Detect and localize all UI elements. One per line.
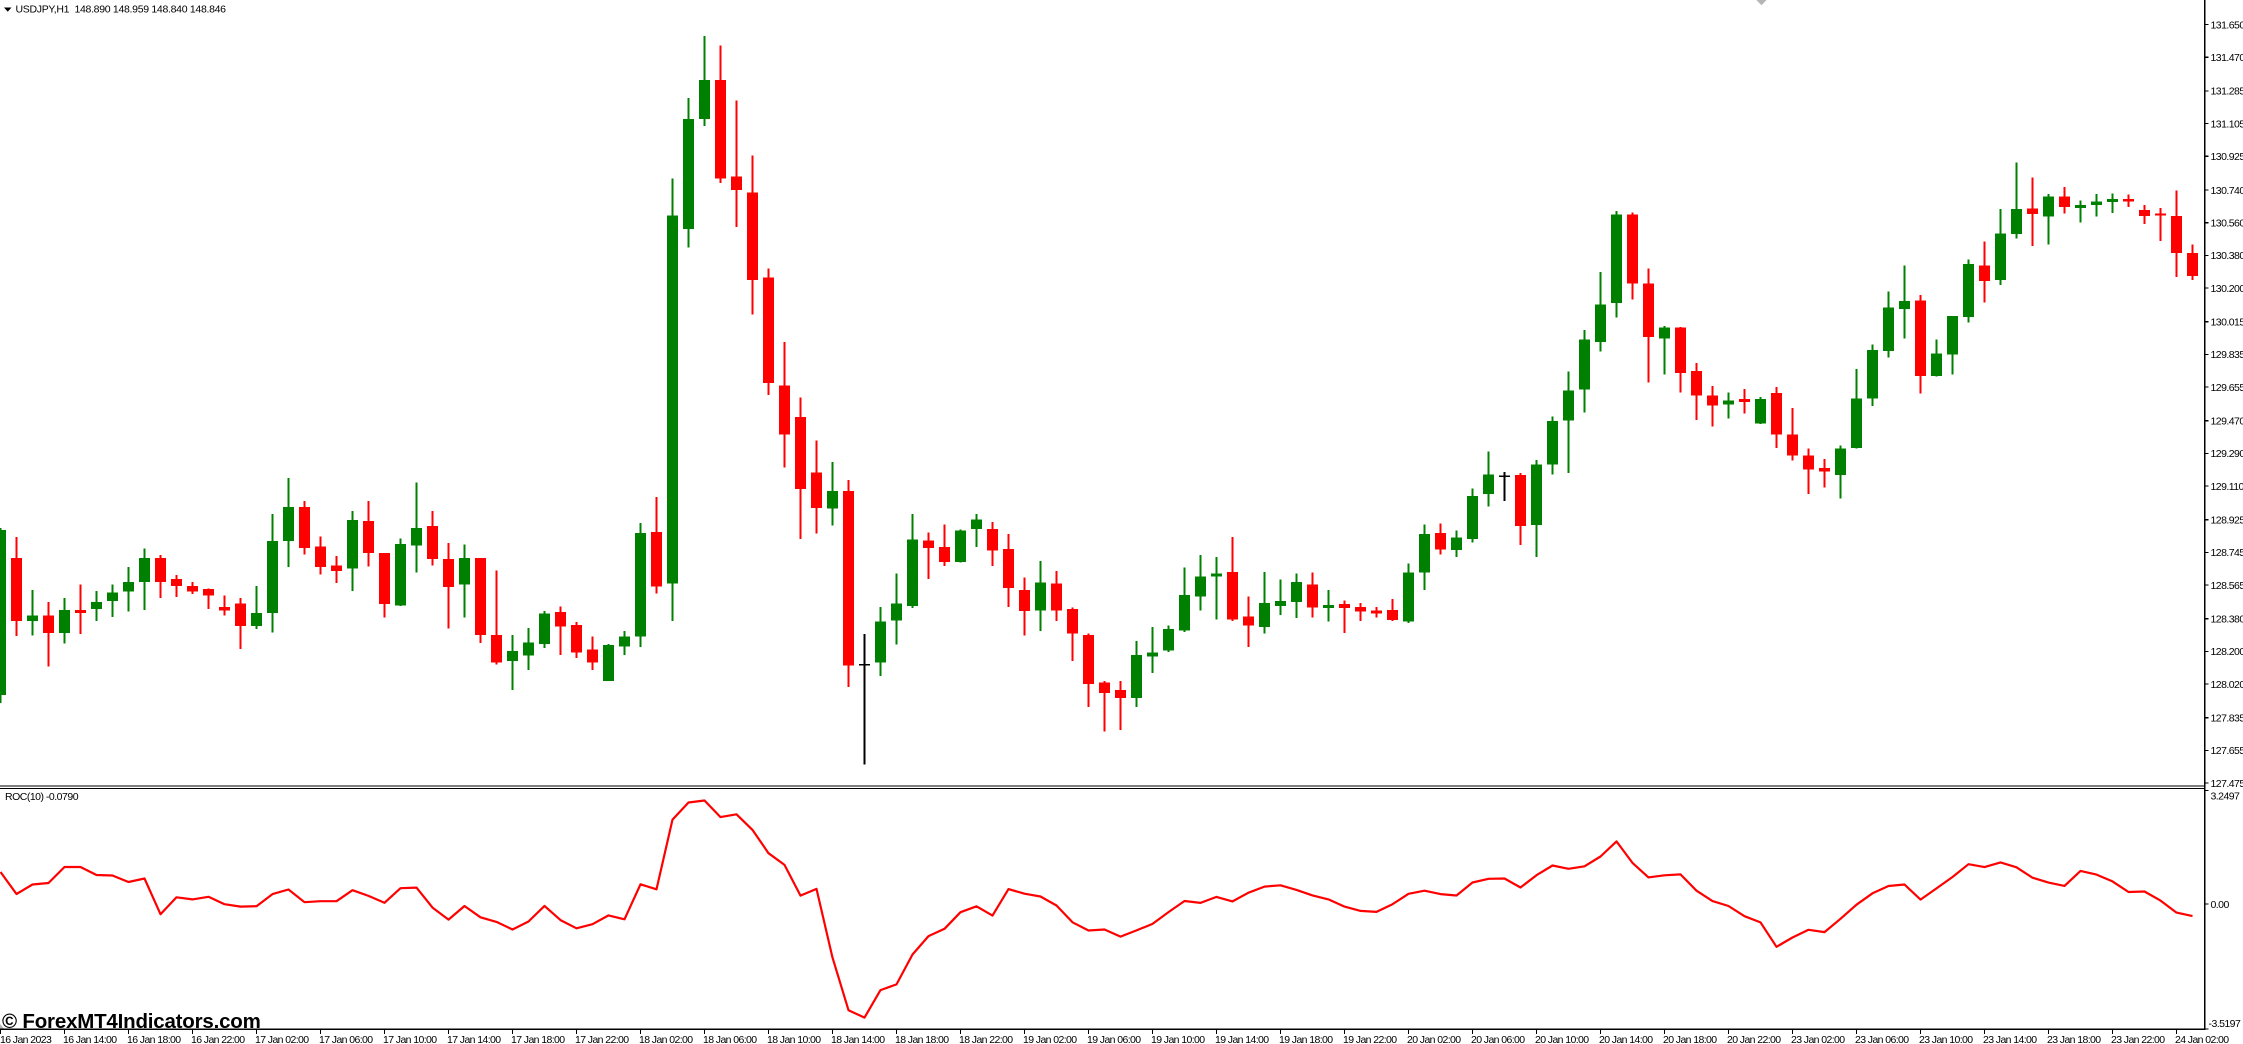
svg-text:128.745: 128.745 bbox=[2211, 547, 2243, 559]
svg-text:128.380: 128.380 bbox=[2211, 614, 2243, 626]
svg-text:17 Jan 14:00: 17 Jan 14:00 bbox=[447, 1034, 501, 1044]
svg-text:23 Jan 22:00: 23 Jan 22:00 bbox=[2111, 1034, 2165, 1044]
svg-text:18 Jan 10:00: 18 Jan 10:00 bbox=[767, 1034, 821, 1044]
svg-text:23 Jan 10:00: 23 Jan 10:00 bbox=[1919, 1034, 1973, 1044]
svg-text:0.00: 0.00 bbox=[2211, 899, 2230, 911]
svg-text:130.200: 130.200 bbox=[2211, 283, 2243, 295]
svg-text:130.740: 130.740 bbox=[2211, 185, 2243, 197]
svg-text:17 Jan 18:00: 17 Jan 18:00 bbox=[511, 1034, 565, 1044]
svg-text:17 Jan 06:00: 17 Jan 06:00 bbox=[319, 1034, 373, 1044]
svg-text:129.290: 129.290 bbox=[2211, 448, 2243, 460]
svg-text:19 Jan 02:00: 19 Jan 02:00 bbox=[1023, 1034, 1077, 1044]
svg-text:19 Jan 22:00: 19 Jan 22:00 bbox=[1343, 1034, 1397, 1044]
svg-text:18 Jan 14:00: 18 Jan 14:00 bbox=[831, 1034, 885, 1044]
svg-text:19 Jan 06:00: 19 Jan 06:00 bbox=[1087, 1034, 1141, 1044]
svg-text:130.560: 130.560 bbox=[2211, 218, 2243, 230]
svg-text:20 Jan 18:00: 20 Jan 18:00 bbox=[1663, 1034, 1717, 1044]
svg-text:© ForexMT4Indicators.com: © ForexMT4Indicators.com bbox=[2, 1010, 261, 1033]
svg-text:128.925: 128.925 bbox=[2211, 515, 2243, 527]
svg-text:USDJPY,H1 148.890 148.959 148: USDJPY,H1 148.890 148.959 148.840 148.84… bbox=[16, 4, 227, 16]
svg-text:17 Jan 22:00: 17 Jan 22:00 bbox=[575, 1034, 629, 1044]
svg-text:128.565: 128.565 bbox=[2211, 580, 2243, 592]
svg-text:23 Jan 14:00: 23 Jan 14:00 bbox=[1983, 1034, 2037, 1044]
svg-text:19 Jan 10:00: 19 Jan 10:00 bbox=[1151, 1034, 1205, 1044]
svg-text:129.470: 129.470 bbox=[2211, 416, 2243, 428]
svg-text:20 Jan 06:00: 20 Jan 06:00 bbox=[1471, 1034, 1525, 1044]
svg-text:16 Jan 2023: 16 Jan 2023 bbox=[0, 1034, 52, 1044]
svg-text:23 Jan 06:00: 23 Jan 06:00 bbox=[1855, 1034, 1909, 1044]
svg-text:19 Jan 14:00: 19 Jan 14:00 bbox=[1215, 1034, 1269, 1044]
svg-text:24 Jan 02:00: 24 Jan 02:00 bbox=[2175, 1034, 2229, 1044]
svg-text:19 Jan 18:00: 19 Jan 18:00 bbox=[1279, 1034, 1333, 1044]
svg-text:3.2497: 3.2497 bbox=[2211, 790, 2241, 802]
svg-text:130.015: 130.015 bbox=[2211, 317, 2243, 329]
svg-text:128.200: 128.200 bbox=[2211, 646, 2243, 658]
svg-text:20 Jan 14:00: 20 Jan 14:00 bbox=[1599, 1034, 1653, 1044]
svg-text:23 Jan 18:00: 23 Jan 18:00 bbox=[2047, 1034, 2101, 1044]
svg-text:130.380: 130.380 bbox=[2211, 250, 2243, 262]
svg-text:23 Jan 02:00: 23 Jan 02:00 bbox=[1791, 1034, 1845, 1044]
svg-text:129.110: 129.110 bbox=[2211, 481, 2243, 493]
svg-text:127.655: 127.655 bbox=[2211, 745, 2243, 757]
svg-text:18 Jan 22:00: 18 Jan 22:00 bbox=[959, 1034, 1013, 1044]
svg-text:16 Jan 22:00: 16 Jan 22:00 bbox=[191, 1034, 245, 1044]
svg-text:ROC(10) -0.0790: ROC(10) -0.0790 bbox=[5, 791, 79, 803]
svg-text:18 Jan 02:00: 18 Jan 02:00 bbox=[639, 1034, 693, 1044]
svg-text:129.655: 129.655 bbox=[2211, 382, 2243, 394]
svg-text:127.475: 127.475 bbox=[2211, 778, 2243, 790]
svg-text:131.470: 131.470 bbox=[2211, 52, 2243, 64]
svg-text:131.105: 131.105 bbox=[2211, 118, 2243, 130]
svg-text:16 Jan 14:00: 16 Jan 14:00 bbox=[63, 1034, 117, 1044]
svg-text:18 Jan 18:00: 18 Jan 18:00 bbox=[895, 1034, 949, 1044]
svg-text:16 Jan 18:00: 16 Jan 18:00 bbox=[127, 1034, 181, 1044]
svg-text:20 Jan 02:00: 20 Jan 02:00 bbox=[1407, 1034, 1461, 1044]
svg-text:17 Jan 02:00: 17 Jan 02:00 bbox=[255, 1034, 309, 1044]
svg-text:18 Jan 06:00: 18 Jan 06:00 bbox=[703, 1034, 757, 1044]
svg-text:-3.5197: -3.5197 bbox=[2209, 1018, 2241, 1030]
svg-text:20 Jan 10:00: 20 Jan 10:00 bbox=[1535, 1034, 1589, 1044]
svg-text:129.835: 129.835 bbox=[2211, 349, 2243, 361]
svg-text:131.285: 131.285 bbox=[2211, 86, 2243, 98]
svg-text:20 Jan 22:00: 20 Jan 22:00 bbox=[1727, 1034, 1781, 1044]
svg-text:131.650: 131.650 bbox=[2211, 19, 2243, 31]
svg-text:17 Jan 10:00: 17 Jan 10:00 bbox=[383, 1034, 437, 1044]
svg-text:130.925: 130.925 bbox=[2211, 151, 2243, 163]
svg-text:128.020: 128.020 bbox=[2211, 679, 2243, 691]
svg-text:127.835: 127.835 bbox=[2211, 713, 2243, 725]
